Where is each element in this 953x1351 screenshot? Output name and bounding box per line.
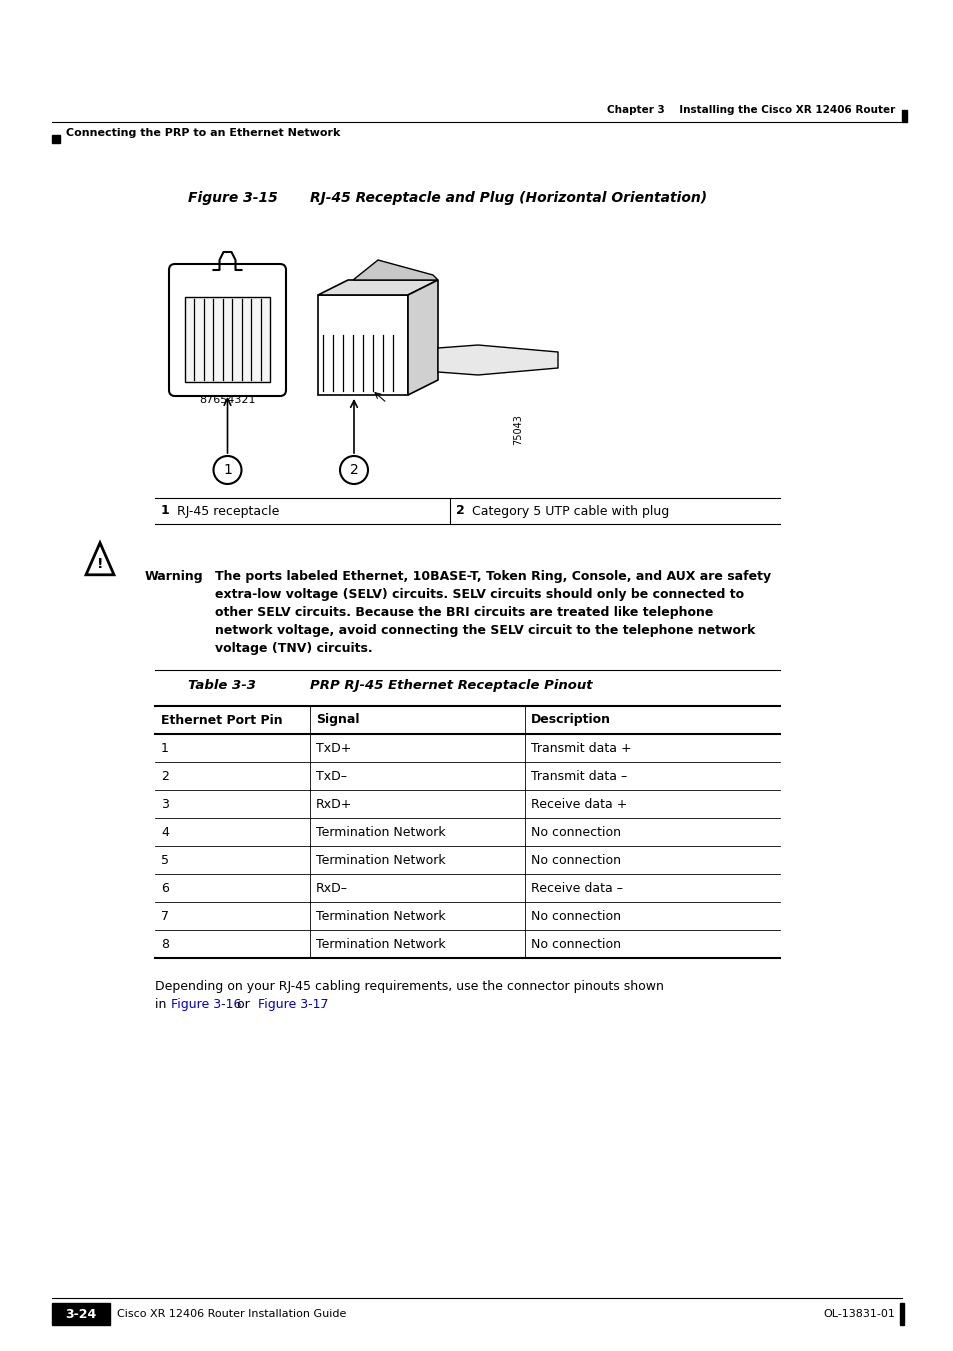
Text: 3-24: 3-24 xyxy=(66,1308,96,1320)
Text: Transmit data +: Transmit data + xyxy=(531,742,631,754)
Text: 1: 1 xyxy=(161,742,169,754)
Text: Termination Network: Termination Network xyxy=(315,854,445,866)
Text: Chapter 3    Installing the Cisco XR 12406 Router: Chapter 3 Installing the Cisco XR 12406 … xyxy=(606,105,894,115)
Text: Table 3-3: Table 3-3 xyxy=(188,680,255,692)
Text: 1: 1 xyxy=(223,463,232,477)
Text: Figure 3-15: Figure 3-15 xyxy=(188,190,277,205)
Text: 8: 8 xyxy=(161,938,169,951)
Text: No connection: No connection xyxy=(531,909,620,923)
Text: Signal: Signal xyxy=(315,713,359,727)
Text: voltage (TNV) circuits.: voltage (TNV) circuits. xyxy=(214,642,373,655)
Text: RxD+: RxD+ xyxy=(315,797,352,811)
Text: Warning: Warning xyxy=(145,570,203,584)
Text: 5: 5 xyxy=(161,854,169,866)
Bar xyxy=(52,135,60,143)
Text: RJ-45 Receptacle and Plug (Horizontal Orientation): RJ-45 Receptacle and Plug (Horizontal Or… xyxy=(310,190,706,205)
Text: 2: 2 xyxy=(161,770,169,782)
Bar xyxy=(185,297,270,382)
Text: No connection: No connection xyxy=(531,825,620,839)
Text: 1: 1 xyxy=(161,504,170,517)
Polygon shape xyxy=(353,259,437,280)
Bar xyxy=(901,109,906,122)
Text: 2: 2 xyxy=(456,504,464,517)
Text: !: ! xyxy=(96,557,103,571)
Text: 6: 6 xyxy=(161,881,169,894)
Text: No connection: No connection xyxy=(531,938,620,951)
Text: RxD–: RxD– xyxy=(315,881,348,894)
Text: Connecting the PRP to an Ethernet Network: Connecting the PRP to an Ethernet Networ… xyxy=(66,128,340,138)
Text: or: or xyxy=(233,998,253,1011)
Text: in: in xyxy=(154,998,171,1011)
Text: No connection: No connection xyxy=(531,854,620,866)
Text: extra-low voltage (SELV) circuits. SELV circuits should only be connected to: extra-low voltage (SELV) circuits. SELV … xyxy=(214,588,743,601)
Text: TxD–: TxD– xyxy=(315,770,347,782)
Text: TxD+: TxD+ xyxy=(315,742,351,754)
Text: PRP RJ-45 Ethernet Receptacle Pinout: PRP RJ-45 Ethernet Receptacle Pinout xyxy=(310,680,592,692)
Text: Termination Network: Termination Network xyxy=(315,909,445,923)
Circle shape xyxy=(339,457,368,484)
Text: OL-13831-01: OL-13831-01 xyxy=(822,1309,894,1319)
Text: 7: 7 xyxy=(161,909,169,923)
Polygon shape xyxy=(408,280,437,394)
Circle shape xyxy=(213,457,241,484)
Text: Transmit data –: Transmit data – xyxy=(531,770,626,782)
Bar xyxy=(899,1302,903,1325)
Bar xyxy=(317,295,408,394)
Text: 4: 4 xyxy=(161,825,169,839)
Text: .: . xyxy=(319,998,324,1011)
Text: Ethernet Port Pin: Ethernet Port Pin xyxy=(161,713,282,727)
Text: Figure 3-17: Figure 3-17 xyxy=(257,998,328,1011)
Text: Figure 3-16: Figure 3-16 xyxy=(171,998,241,1011)
Text: Receive data +: Receive data + xyxy=(531,797,627,811)
Text: Category 5 UTP cable with plug: Category 5 UTP cable with plug xyxy=(472,504,669,517)
Bar xyxy=(52,1302,110,1325)
Text: Cisco XR 12406 Router Installation Guide: Cisco XR 12406 Router Installation Guide xyxy=(117,1309,346,1319)
Text: Depending on your RJ-45 cabling requirements, use the connector pinouts shown: Depending on your RJ-45 cabling requirem… xyxy=(154,979,663,993)
Text: The ports labeled Ethernet, 10BASE-T, Token Ring, Console, and AUX are safety: The ports labeled Ethernet, 10BASE-T, To… xyxy=(214,570,770,584)
Text: network voltage, avoid connecting the SELV circuit to the telephone network: network voltage, avoid connecting the SE… xyxy=(214,624,755,638)
Text: Receive data –: Receive data – xyxy=(531,881,622,894)
Text: 3: 3 xyxy=(161,797,169,811)
Polygon shape xyxy=(317,280,437,295)
Text: 2: 2 xyxy=(349,463,358,477)
Text: 75043: 75043 xyxy=(513,415,522,446)
Text: 87654321: 87654321 xyxy=(199,394,255,405)
Text: RJ-45 receptacle: RJ-45 receptacle xyxy=(177,504,279,517)
Text: Description: Description xyxy=(531,713,610,727)
Text: Termination Network: Termination Network xyxy=(315,825,445,839)
Polygon shape xyxy=(437,345,558,376)
Text: Termination Network: Termination Network xyxy=(315,938,445,951)
Text: other SELV circuits. Because the BRI circuits are treated like telephone: other SELV circuits. Because the BRI cir… xyxy=(214,607,713,619)
